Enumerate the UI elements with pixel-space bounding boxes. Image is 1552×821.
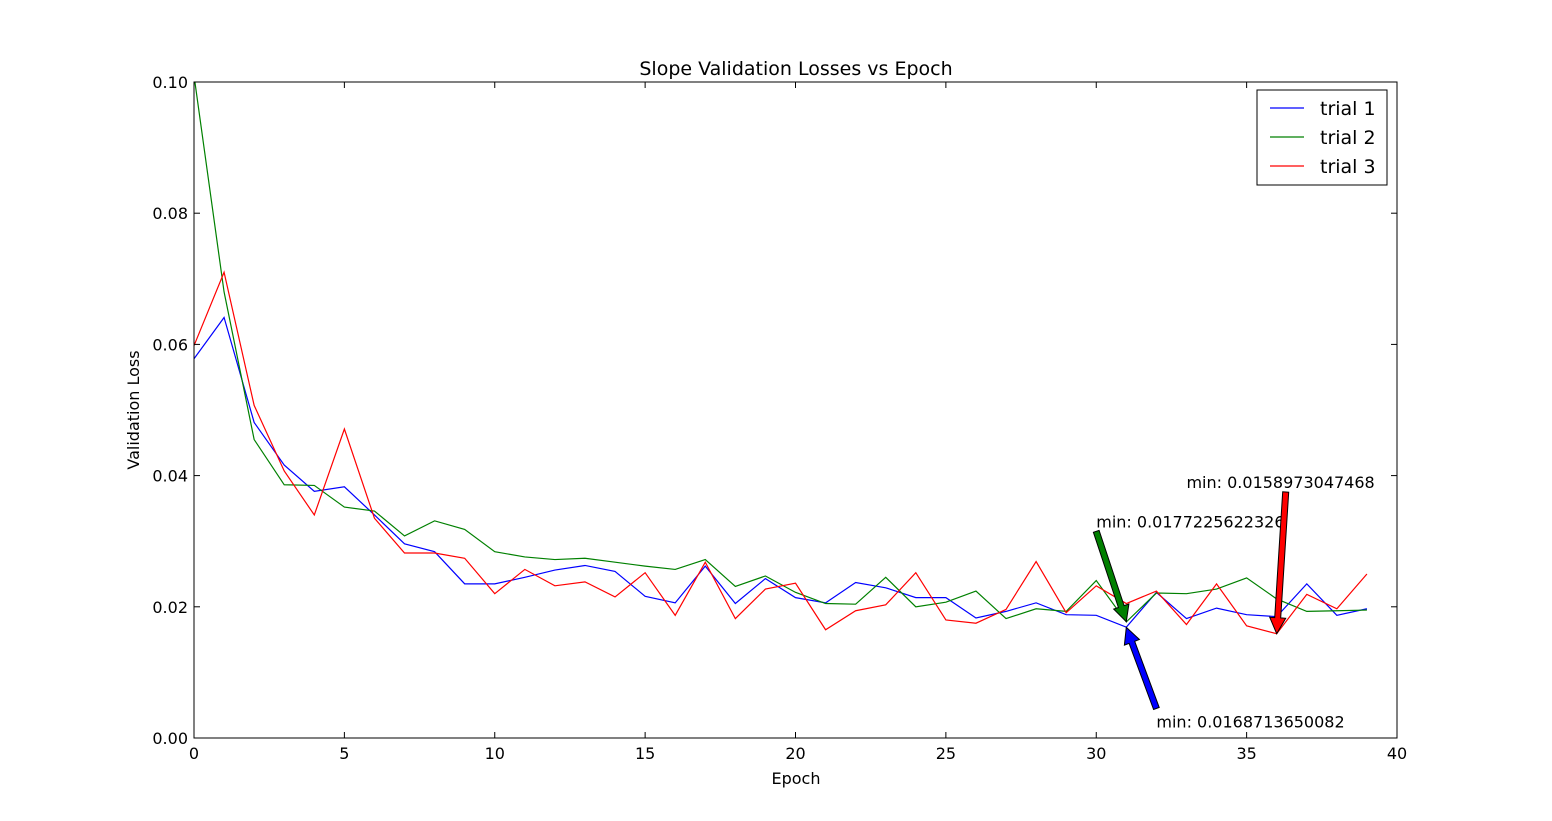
ticks-layer: 0 5 10 15 20 25 30 35 40 0.00 0.02 0.04 0.06 0.08 0.10 <box>152 73 1407 763</box>
x-tick-label: 35 <box>1236 744 1256 763</box>
legend-label-trial-1: trial 1 <box>1320 98 1376 120</box>
x-tick-label: 40 <box>1387 744 1407 763</box>
y-axis-label: Validation Loss <box>124 350 143 469</box>
x-tick-label: 10 <box>485 744 505 763</box>
annotation-layer: min: 0.0168713650082 min: 0.0177225622326… <box>1092 473 1375 732</box>
legend: trial 1 trial 2 trial 3 <box>1256 89 1388 186</box>
chart-title: Slope Validation Losses vs Epoch <box>639 58 952 80</box>
legend-label-trial-2: trial 2 <box>1320 127 1376 149</box>
y-tick-label: 0.02 <box>152 598 188 617</box>
annotation-arrow-3 <box>1268 491 1290 635</box>
y-tick-label: 0.08 <box>152 204 188 223</box>
legend-label-trial-3: trial 3 <box>1320 156 1376 178</box>
y-tick-label: 0.04 <box>152 467 188 486</box>
series-line-trial-2 <box>194 82 1367 623</box>
y-tick-label: 0.10 <box>152 73 188 92</box>
annotation-text-1: min: 0.0168713650082 <box>1156 713 1344 732</box>
plot-area <box>194 82 1397 738</box>
series-line-trial-3 <box>194 270 1368 635</box>
x-axis-label: Epoch <box>772 769 821 788</box>
annotation-text-2: min: 0.0177225622326 <box>1096 513 1284 532</box>
x-tick-label: 20 <box>785 744 805 763</box>
series-line-trial-1 <box>194 316 1368 628</box>
annotation-arrow-2 <box>1092 529 1130 623</box>
x-tick-label: 30 <box>1086 744 1106 763</box>
series-layer <box>194 82 1368 635</box>
x-tick-label: 0 <box>189 744 199 763</box>
y-tick-label: 0.00 <box>152 729 188 748</box>
annotation-text-3: min: 0.0158973047468 <box>1186 473 1374 492</box>
x-tick-label: 25 <box>936 744 956 763</box>
x-tick-label: 15 <box>635 744 655 763</box>
annotation-arrow-1 <box>1123 626 1160 711</box>
y-tick-label: 0.06 <box>152 335 188 354</box>
x-tick-label: 5 <box>339 744 349 763</box>
